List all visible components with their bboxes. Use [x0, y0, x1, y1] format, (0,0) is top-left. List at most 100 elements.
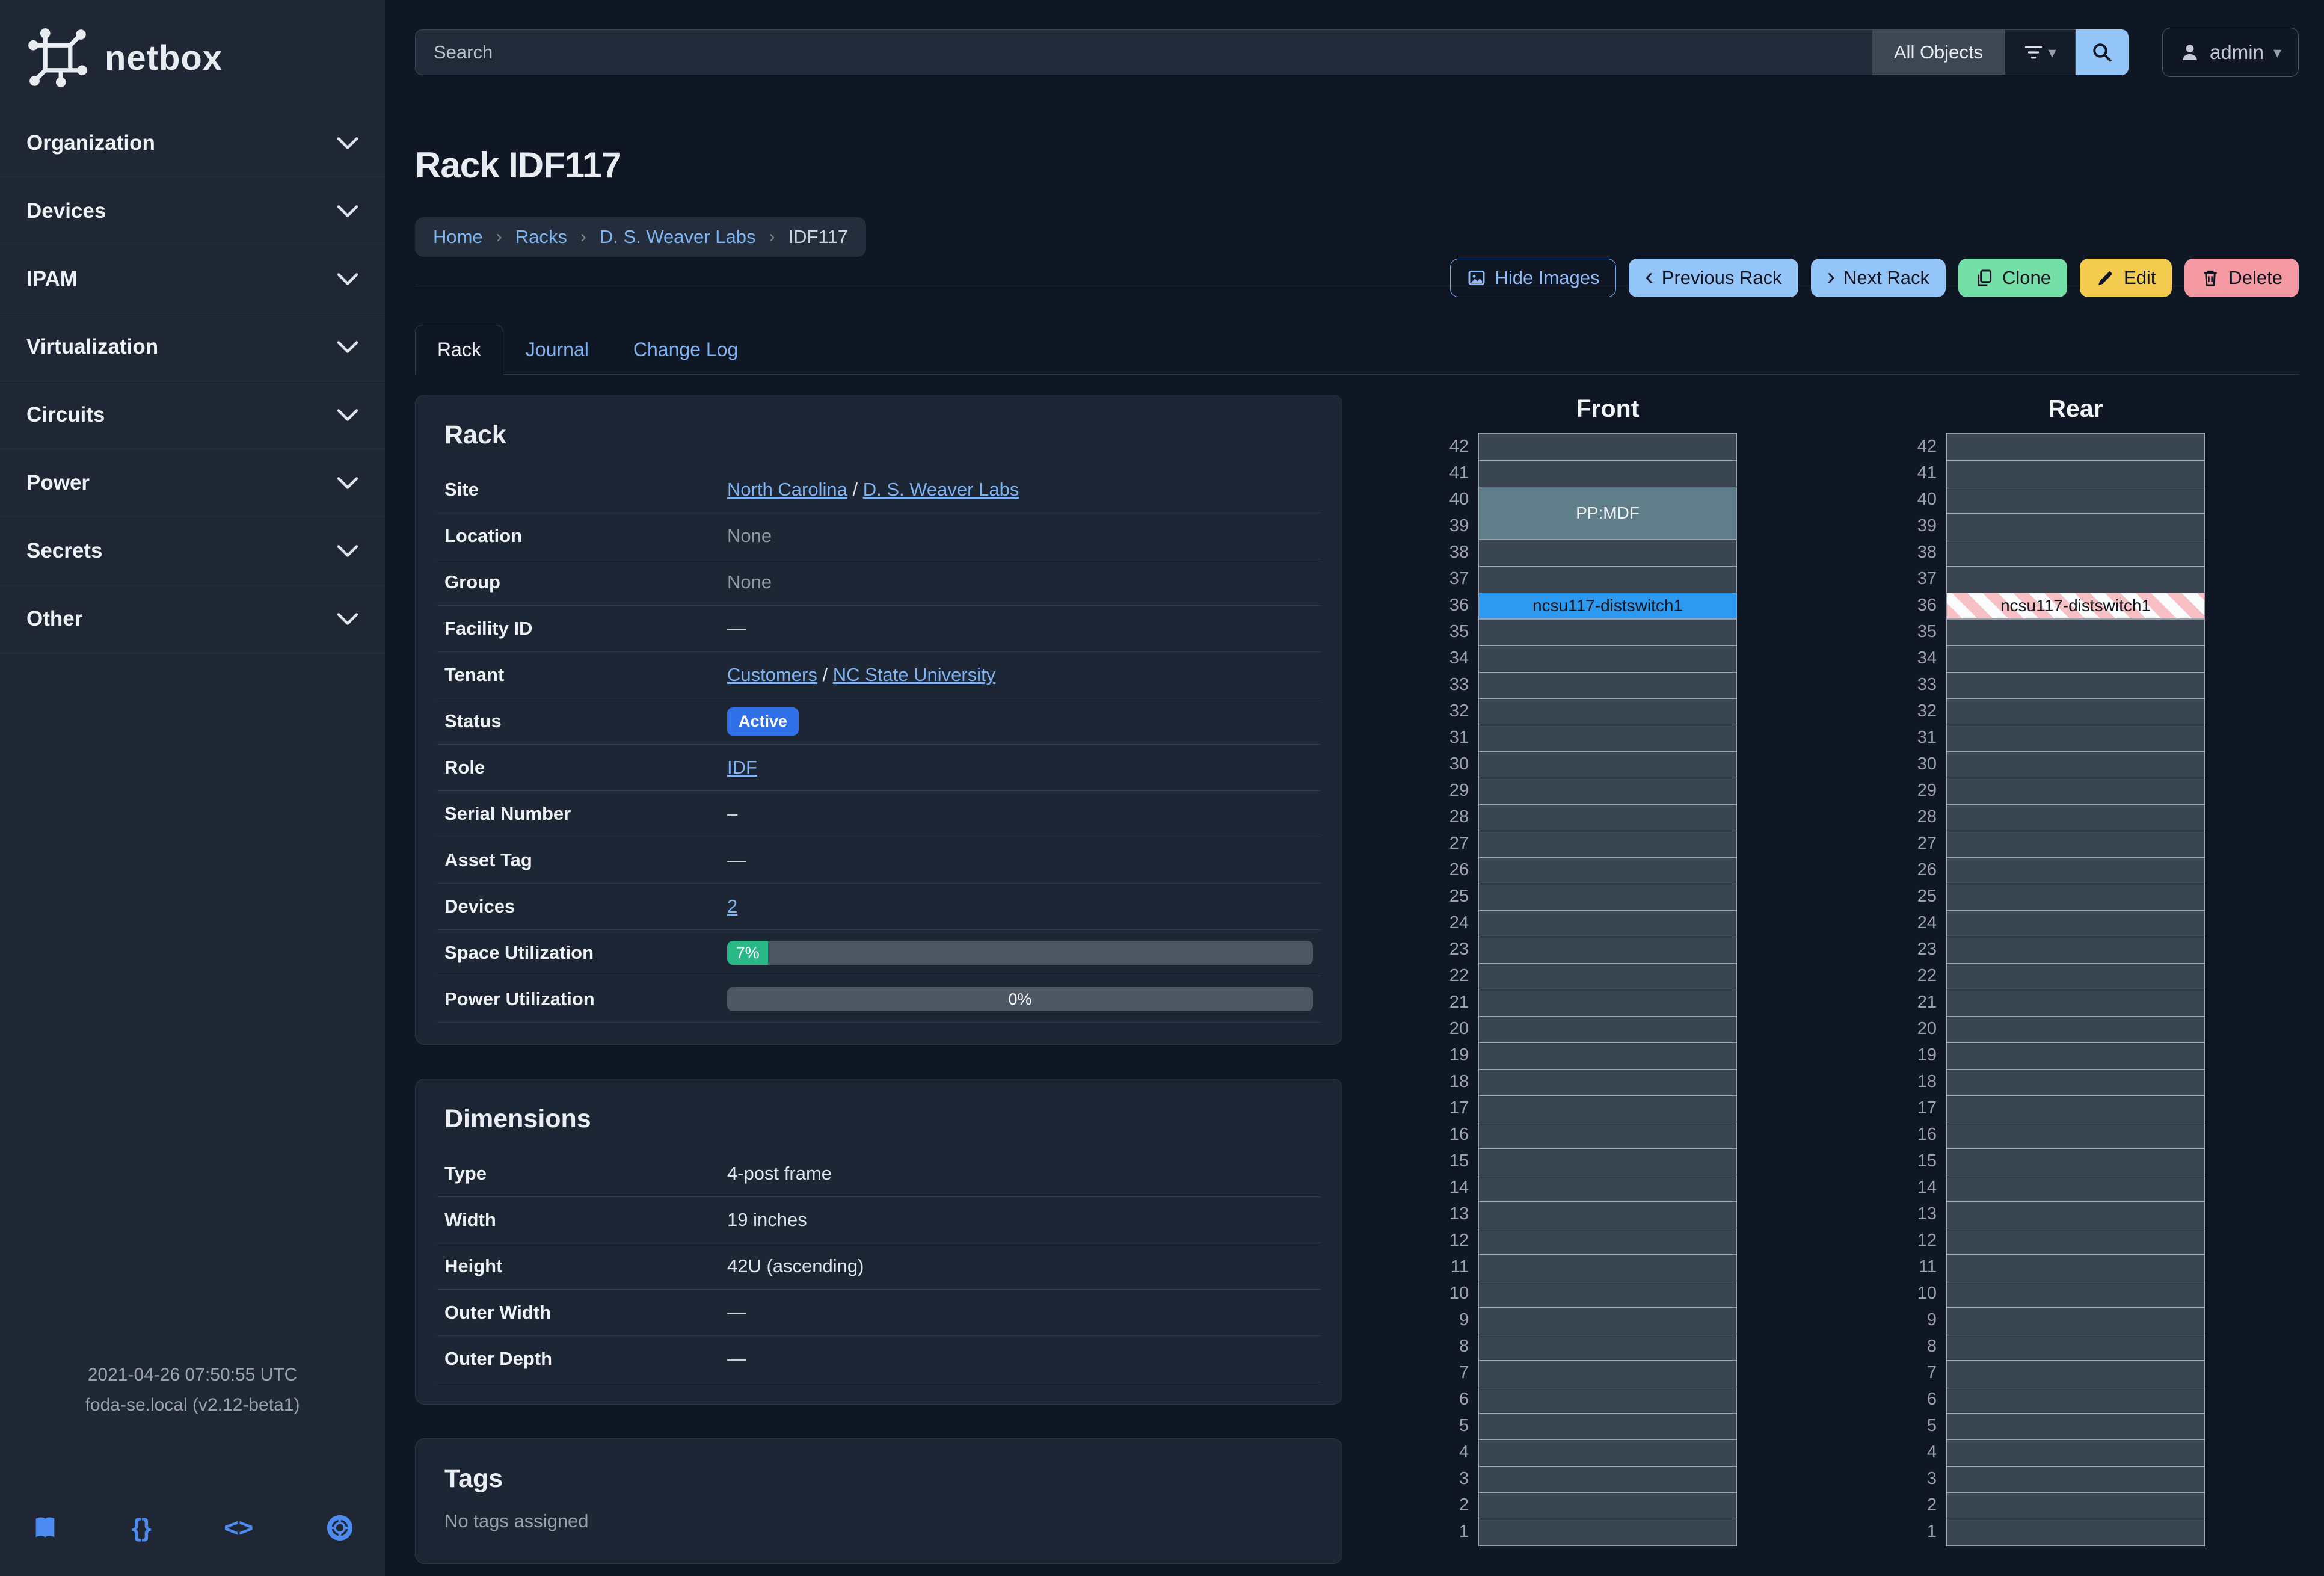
front-rack-slot-5[interactable]: [1479, 1413, 1736, 1439]
rear-rack-slot-29[interactable]: [1947, 778, 2204, 804]
sidebar-item-power[interactable]: Power: [0, 449, 385, 517]
rear-rack-slot-35[interactable]: [1947, 619, 2204, 645]
front-rack-slot-21[interactable]: [1479, 990, 1736, 1016]
front-rack-slot-6[interactable]: [1479, 1387, 1736, 1413]
rear-rack-slot-9[interactable]: [1947, 1307, 2204, 1334]
rear-rack-slot-42[interactable]: [1947, 434, 2204, 460]
front-rack-slot-3[interactable]: [1479, 1466, 1736, 1492]
front-rack-slot-25[interactable]: [1479, 884, 1736, 910]
front-rack-slot-33[interactable]: [1479, 672, 1736, 698]
front-rack-slot-12[interactable]: [1479, 1228, 1736, 1254]
front-rack-slot-4[interactable]: [1479, 1439, 1736, 1466]
rear-rack-slot-12[interactable]: [1947, 1228, 2204, 1254]
front-rack-slot-19[interactable]: [1479, 1042, 1736, 1069]
rear-rack-slot-31[interactable]: [1947, 725, 2204, 751]
value-link-idf[interactable]: IDF: [727, 757, 757, 778]
help-lifebuoy-icon[interactable]: [326, 1514, 354, 1542]
front-rack-slot-26[interactable]: [1479, 857, 1736, 884]
search-scope-button[interactable]: All Objects: [1872, 29, 2005, 75]
rear-device-ncsu117-distswitch1[interactable]: ncsu117-distswitch1: [1947, 593, 2204, 619]
rear-rack-slot-30[interactable]: [1947, 751, 2204, 778]
front-rack-slot-8[interactable]: [1479, 1334, 1736, 1360]
front-rack-slot-16[interactable]: [1479, 1122, 1736, 1148]
front-rack-slot-11[interactable]: [1479, 1254, 1736, 1281]
front-rack-slot-28[interactable]: [1479, 804, 1736, 831]
front-rack-slot-2[interactable]: [1479, 1492, 1736, 1519]
front-rack-slot-7[interactable]: [1479, 1360, 1736, 1387]
front-rack-slot-1[interactable]: [1479, 1519, 1736, 1545]
rear-rack-slot-34[interactable]: [1947, 645, 2204, 672]
docs-book-icon[interactable]: [31, 1514, 59, 1542]
delete-button[interactable]: Delete: [2184, 259, 2299, 297]
front-rack-slot-27[interactable]: [1479, 831, 1736, 857]
rear-rack-slot-41[interactable]: [1947, 460, 2204, 487]
rear-rack-slot-28[interactable]: [1947, 804, 2204, 831]
front-rack-slot-29[interactable]: [1479, 778, 1736, 804]
rear-rack-slot-19[interactable]: [1947, 1042, 2204, 1069]
rear-rack-slot-27[interactable]: [1947, 831, 2204, 857]
search-filter-dropdown[interactable]: ▾: [2005, 29, 2076, 75]
front-rack-slot-24[interactable]: [1479, 910, 1736, 937]
rear-rack-slot-15[interactable]: [1947, 1148, 2204, 1175]
breadcrumb-link-racks[interactable]: Racks: [515, 226, 567, 247]
sidebar-item-organization[interactable]: Organization: [0, 109, 385, 177]
front-rack-slot-13[interactable]: [1479, 1201, 1736, 1228]
rear-rack-slot-16[interactable]: [1947, 1122, 2204, 1148]
rear-rack-slot-22[interactable]: [1947, 963, 2204, 990]
front-rack-slot-10[interactable]: [1479, 1281, 1736, 1307]
front-device-pp-mdf[interactable]: PP:MDF: [1479, 487, 1736, 540]
rear-rack-slot-17[interactable]: [1947, 1095, 2204, 1122]
rear-rack-slot-18[interactable]: [1947, 1069, 2204, 1095]
rear-rack-slot-38[interactable]: [1947, 540, 2204, 566]
rear-rack-slot-5[interactable]: [1947, 1413, 2204, 1439]
front-rack-slot-37[interactable]: [1479, 566, 1736, 593]
rear-rack-slot-32[interactable]: [1947, 698, 2204, 725]
previous-rack-button[interactable]: ‹ Previous Rack: [1629, 259, 1798, 297]
front-rack-slot-35[interactable]: [1479, 619, 1736, 645]
front-rack-slot-41[interactable]: [1479, 460, 1736, 487]
rear-rack-slot-1[interactable]: [1947, 1519, 2204, 1545]
front-rack-slot-42[interactable]: [1479, 434, 1736, 460]
front-rack-slot-14[interactable]: [1479, 1175, 1736, 1201]
rear-rack-slot-2[interactable]: [1947, 1492, 2204, 1519]
edit-button[interactable]: Edit: [2079, 259, 2172, 297]
breadcrumb-link-home[interactable]: Home: [433, 226, 483, 247]
front-rack-slot-23[interactable]: [1479, 937, 1736, 963]
front-rack-slot-15[interactable]: [1479, 1148, 1736, 1175]
front-device-ncsu117-distswitch1[interactable]: ncsu117-distswitch1: [1479, 593, 1736, 619]
tab-rack[interactable]: Rack: [415, 325, 503, 375]
front-rack-slot-38[interactable]: [1479, 540, 1736, 566]
value-link-nc-state-university[interactable]: NC State University: [832, 664, 996, 685]
front-rack-slot-31[interactable]: [1479, 725, 1736, 751]
front-rack-slot-32[interactable]: [1479, 698, 1736, 725]
rear-rack-slot-24[interactable]: [1947, 910, 2204, 937]
rear-rack-slot-8[interactable]: [1947, 1334, 2204, 1360]
netbox-logo[interactable]: netbox: [0, 0, 385, 109]
rear-rack-slot-10[interactable]: [1947, 1281, 2204, 1307]
front-rack-slot-20[interactable]: [1479, 1016, 1736, 1042]
rear-rack-slot-40[interactable]: [1947, 487, 2204, 513]
sidebar-item-circuits[interactable]: Circuits: [0, 381, 385, 449]
search-button[interactable]: [2076, 29, 2129, 75]
rear-rack-slot-23[interactable]: [1947, 937, 2204, 963]
value-link-customers[interactable]: Customers: [727, 664, 817, 685]
rear-rack-slot-20[interactable]: [1947, 1016, 2204, 1042]
rear-rack-slot-11[interactable]: [1947, 1254, 2204, 1281]
rear-rack-slot-37[interactable]: [1947, 566, 2204, 593]
sidebar-item-ipam[interactable]: IPAM: [0, 245, 385, 313]
rear-rack-slot-14[interactable]: [1947, 1175, 2204, 1201]
rear-rack-slot-6[interactable]: [1947, 1387, 2204, 1413]
rest-api-braces-icon[interactable]: {}: [131, 1513, 152, 1542]
hide-images-button[interactable]: Hide Images: [1450, 259, 1617, 297]
clone-button[interactable]: Clone: [1958, 259, 2067, 297]
rear-rack-slot-4[interactable]: [1947, 1439, 2204, 1466]
front-rack-slot-9[interactable]: [1479, 1307, 1736, 1334]
front-rack-slot-22[interactable]: [1479, 963, 1736, 990]
rear-rack-slot-39[interactable]: [1947, 513, 2204, 540]
front-rack-slot-34[interactable]: [1479, 645, 1736, 672]
sidebar-item-virtualization[interactable]: Virtualization: [0, 313, 385, 381]
front-rack-slot-18[interactable]: [1479, 1069, 1736, 1095]
sidebar-item-other[interactable]: Other: [0, 585, 385, 653]
sidebar-item-secrets[interactable]: Secrets: [0, 517, 385, 585]
value-link-north-carolina[interactable]: North Carolina: [727, 479, 847, 500]
